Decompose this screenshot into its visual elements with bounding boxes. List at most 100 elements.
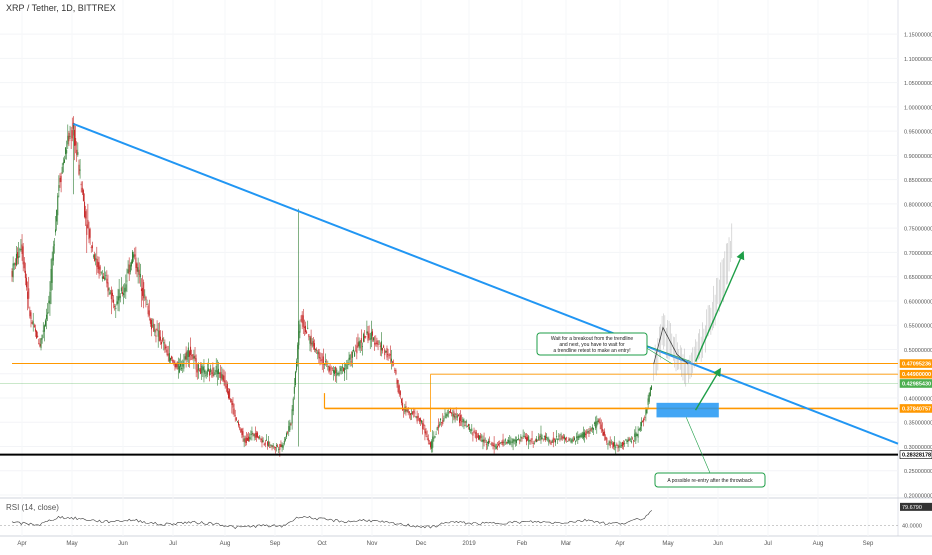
candle-body (229, 389, 231, 399)
candle-body (213, 374, 215, 376)
candle-body (286, 433, 288, 437)
candle-body (211, 372, 213, 374)
candle-body (58, 185, 60, 191)
candle-body (104, 277, 106, 280)
candle-body (556, 436, 558, 438)
candle-body (369, 338, 371, 340)
candle-body (387, 354, 389, 355)
candle-body (265, 439, 267, 441)
candle-body (277, 445, 279, 447)
rsi-current-value: 79.6790 (902, 505, 922, 511)
candle-body (611, 443, 613, 445)
candle-body (370, 331, 372, 340)
candle-body (40, 338, 42, 348)
candle-body (255, 432, 257, 438)
y-tick-label: 0.65000000 (904, 275, 932, 281)
candle-body (499, 443, 501, 444)
candle-body (187, 347, 189, 357)
candle-body (640, 421, 642, 427)
candle-body (437, 425, 439, 429)
candle-body (361, 346, 363, 348)
candle-body (167, 353, 169, 356)
rsi-line (11, 510, 652, 530)
candle-body (412, 411, 414, 415)
candle-body (288, 426, 290, 432)
candle-body (235, 417, 237, 421)
candle-body (63, 159, 65, 163)
candle-body (359, 341, 361, 349)
candle-body (238, 421, 240, 426)
candle-body (508, 439, 510, 443)
candle-body (147, 305, 149, 315)
candle-body (510, 441, 512, 443)
candle-body (312, 340, 314, 347)
candle-body (507, 441, 509, 443)
candle-body (228, 391, 230, 399)
candle-body (103, 276, 105, 279)
candle-body (407, 408, 409, 413)
candle-body (334, 370, 336, 375)
candle-body (307, 327, 309, 329)
callout-pointer (685, 417, 711, 474)
candle-body (297, 344, 299, 360)
candle-body (278, 449, 280, 450)
y-tick-label: 0.75000000 (904, 227, 932, 233)
candle-body (336, 369, 338, 377)
candle-body (630, 441, 632, 443)
trendline-breakout-callout[interactable]: Wait for a breakout from the trendline a… (536, 332, 648, 356)
price-level-value: 0.28328178 (902, 453, 931, 459)
candle-body (153, 323, 155, 332)
downtrend-line[interactable] (73, 122, 899, 445)
candle-body (616, 444, 618, 446)
price-level-label: 0.28328178 (899, 450, 932, 459)
candle-body (177, 362, 179, 370)
candle-body (226, 383, 228, 394)
x-tick-label: Jul (764, 541, 772, 547)
candle-body (171, 356, 173, 359)
candle-body (225, 386, 227, 388)
candle-body (533, 442, 535, 444)
candle-body (11, 271, 13, 277)
candle-body (380, 341, 382, 351)
x-tick-label: Apr (615, 541, 624, 547)
candle-body (221, 374, 223, 380)
candle-body (139, 273, 141, 278)
price-level-value: 0.42985430 (902, 381, 931, 387)
candle-body (537, 439, 539, 441)
y-tick-label: 0.80000000 (904, 202, 932, 208)
price-level-box (899, 450, 932, 459)
candle-body (142, 287, 144, 296)
candle-body (120, 287, 122, 292)
candle-body (30, 312, 32, 320)
candle-body (427, 438, 429, 442)
candle-body (513, 439, 515, 442)
candle-body (267, 441, 269, 446)
candle-body (352, 349, 354, 352)
candle-body (163, 341, 165, 344)
candle-body (69, 135, 71, 137)
candle-body (41, 334, 43, 340)
candle-body (42, 330, 44, 332)
candle-body (129, 264, 131, 273)
candle-body (19, 249, 21, 251)
candle-body (500, 442, 502, 444)
rsi-level-value: 40.0000 (902, 524, 922, 530)
candle-body (100, 271, 102, 273)
candle-body (378, 341, 380, 343)
reentry-callout[interactable]: A possible re-entry after the throwback (654, 472, 766, 488)
rsi-current-label: 79.6790 40.0000 (900, 502, 932, 530)
reentry-zone[interactable] (656, 402, 719, 418)
candle-body (116, 301, 118, 305)
y-tick-label: 1.00000000 (904, 105, 932, 111)
candle-body (289, 422, 291, 431)
candle-body (197, 364, 199, 371)
candle-body (322, 356, 324, 365)
candle-body (602, 431, 604, 436)
candle-body (518, 438, 520, 440)
candle-body (554, 439, 556, 443)
candle-body (243, 438, 245, 442)
candle-body (21, 244, 23, 254)
candle-body (627, 439, 629, 442)
